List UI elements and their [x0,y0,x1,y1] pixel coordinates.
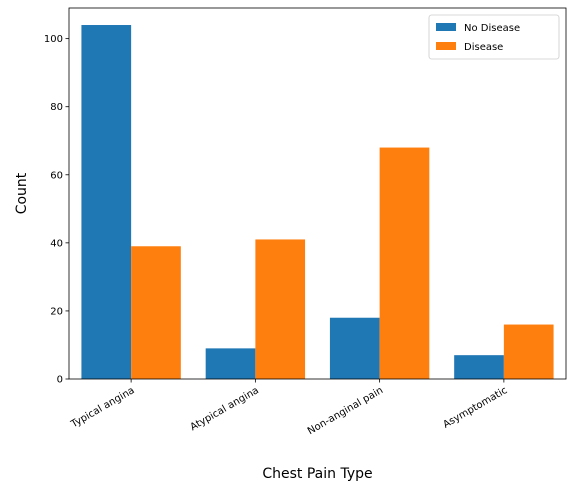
x-axis-title: Chest Pain Type [262,466,372,482]
bar-0-3 [454,355,504,379]
x-tick-label: Typical angina [69,385,137,431]
legend: No Disease Disease [428,14,560,60]
bar-1-3 [503,324,554,379]
legend-swatch [436,23,456,31]
bar-1-1 [255,239,306,379]
x-axis: Typical angina Atypical angina Non-anginal… [69,379,509,437]
legend-label: No Disease [464,23,520,34]
x-tick-label: Non-anginal pain [306,385,385,437]
legend-box [428,14,560,60]
y-tick-label: 20 [50,306,63,317]
legend-swatch [436,42,456,50]
y-tick-label: 80 [50,102,63,113]
x-tick-label: Atypical angina [188,385,260,433]
y-tick-label: 100 [44,34,63,45]
bar-0-0 [81,25,132,380]
y-axis-title: Count [14,172,30,214]
bars-layer [81,25,554,380]
y-tick-label: 0 [57,375,63,386]
y-axis: 0 20 40 60 80 100 [44,34,69,386]
bar-1-2 [379,147,430,379]
bar-0-2 [329,317,380,379]
y-tick-label: 60 [50,170,63,181]
x-tick-label: Asymptomatic [441,385,509,431]
plot-frame [68,7,567,380]
bar-1-0 [131,246,181,379]
bar-0-1 [205,348,256,379]
legend-label: Disease [464,42,503,53]
y-tick-label: 40 [50,238,63,249]
